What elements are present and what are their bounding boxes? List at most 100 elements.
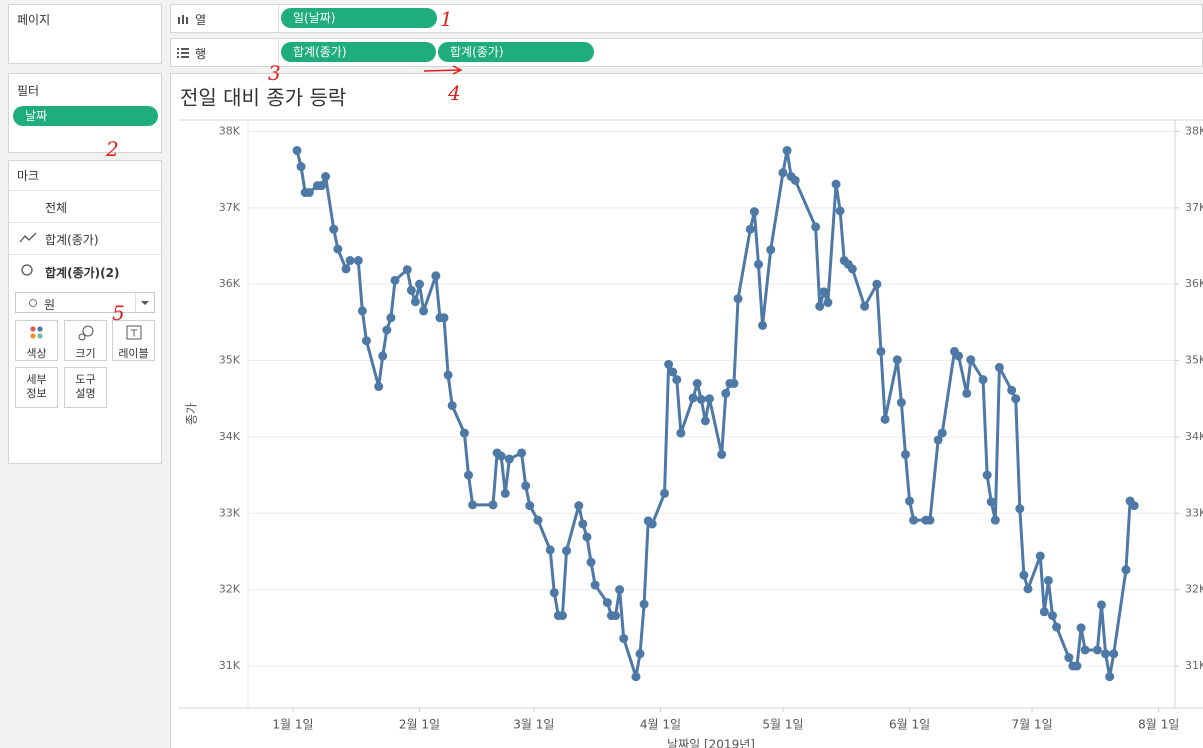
- point: [557, 611, 567, 621]
- point: [819, 287, 829, 297]
- point: [464, 470, 474, 480]
- point: [1072, 661, 1082, 671]
- point: [357, 306, 367, 316]
- point: [635, 649, 645, 659]
- point: [317, 181, 327, 191]
- filters-title: 필터: [17, 84, 40, 98]
- point: [982, 470, 992, 480]
- point: [876, 346, 886, 356]
- x-tick-label: 1월 1일: [272, 718, 313, 732]
- point: [304, 188, 314, 198]
- point: [811, 222, 821, 232]
- mark-type-dropdown[interactable]: 원: [15, 292, 155, 313]
- point: [431, 271, 441, 281]
- point: [831, 179, 841, 189]
- line-icon: [19, 232, 37, 243]
- point: [321, 172, 331, 182]
- point: [382, 325, 392, 335]
- point: [745, 224, 755, 234]
- x-tick-label: 3월 1일: [513, 718, 554, 732]
- point: [1052, 622, 1062, 632]
- point: [415, 279, 425, 289]
- y-tick-label: 37K: [219, 201, 241, 214]
- label-button[interactable]: T 레이블: [112, 320, 155, 361]
- filter-pill[interactable]: 날짜: [13, 106, 158, 126]
- marks-title: 마크: [17, 169, 40, 183]
- point: [447, 401, 457, 411]
- marks-circle-card[interactable]: 합계(종가)(2): [45, 266, 120, 280]
- point: [758, 320, 768, 330]
- y2-tick-label: 31K: [1185, 659, 1203, 672]
- point: [1015, 504, 1025, 514]
- point: [896, 398, 906, 408]
- y-tick-label: 32K: [219, 583, 241, 596]
- button-label: 크기: [75, 347, 96, 360]
- point: [1019, 570, 1029, 580]
- y2-tick-label: 36K: [1185, 277, 1203, 290]
- point: [1096, 600, 1106, 610]
- marks-line-card[interactable]: 합계(종가): [45, 233, 99, 247]
- x-tick-label: 2월 1일: [399, 718, 440, 732]
- point: [672, 375, 682, 385]
- point: [664, 359, 674, 369]
- point: [647, 519, 657, 529]
- point: [390, 275, 400, 285]
- point: [1092, 645, 1102, 655]
- point: [386, 313, 396, 323]
- row-pill[interactable]: 합계(종가): [281, 42, 436, 62]
- column-pill[interactable]: 일(날짜): [281, 8, 437, 28]
- point: [521, 481, 531, 491]
- tooltip-button[interactable]: 도구 설명: [64, 367, 107, 408]
- point: [1080, 645, 1090, 655]
- point: [402, 265, 412, 275]
- point: [549, 588, 559, 598]
- point: [729, 378, 739, 388]
- y2-tick-label: 38K: [1185, 124, 1203, 137]
- point: [688, 393, 698, 403]
- point: [815, 301, 825, 311]
- point: [1039, 607, 1049, 617]
- point: [533, 515, 543, 525]
- y-tick-label: 31K: [219, 659, 241, 672]
- point: [1023, 584, 1033, 594]
- pages-card: 페이지: [8, 4, 162, 64]
- point: [517, 448, 527, 458]
- point: [978, 375, 988, 385]
- y-axis-title: 종가: [185, 403, 199, 425]
- row-pill[interactable]: 합계(종가): [438, 42, 594, 62]
- point: [847, 264, 857, 274]
- point: [341, 264, 351, 274]
- marks-all[interactable]: 전체: [45, 201, 68, 215]
- dropdown-arrow: [135, 293, 154, 312]
- point: [1047, 611, 1057, 621]
- y-tick-label: 35K: [219, 354, 241, 367]
- point: [692, 378, 702, 388]
- point: [823, 298, 833, 308]
- point: [954, 351, 964, 361]
- color-button[interactable]: 색상: [15, 320, 58, 361]
- point: [1043, 575, 1053, 585]
- rows-label: 행: [195, 47, 207, 61]
- point: [933, 435, 943, 445]
- point: [578, 519, 588, 529]
- point: [782, 146, 792, 156]
- point: [333, 244, 343, 254]
- x-tick-label: 6월 1일: [889, 718, 930, 732]
- x-tick-label: 4월 1일: [640, 718, 681, 732]
- detail-button[interactable]: 세부 정보: [15, 367, 58, 408]
- point: [717, 449, 727, 459]
- x-tick-label: 7월 1일: [1011, 718, 1052, 732]
- circle-icon: [29, 299, 37, 307]
- point: [676, 428, 686, 438]
- columns-label: 열: [195, 13, 207, 27]
- separator: [9, 190, 161, 191]
- pages-title: 페이지: [17, 13, 51, 27]
- point: [962, 388, 972, 398]
- size-button[interactable]: 크기: [64, 320, 107, 361]
- point: [545, 545, 555, 555]
- point: [880, 414, 890, 424]
- point: [419, 306, 429, 316]
- annotation-arrow: [423, 69, 461, 72]
- rows-icon: [177, 48, 189, 58]
- point: [574, 501, 584, 511]
